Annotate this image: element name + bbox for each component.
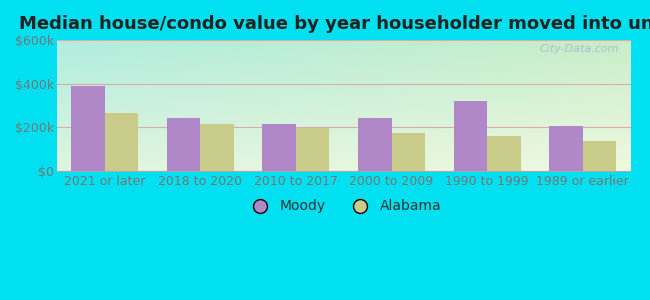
Bar xyxy=(454,101,487,171)
Bar xyxy=(549,126,583,171)
Bar xyxy=(105,113,138,171)
Title: Median house/condo value by year householder moved into unit: Median house/condo value by year househo… xyxy=(19,15,650,33)
Bar xyxy=(263,124,296,171)
Bar xyxy=(167,118,200,171)
Text: City-Data.com: City-Data.com xyxy=(540,44,619,54)
Bar xyxy=(487,136,521,171)
Bar xyxy=(583,142,616,171)
Bar xyxy=(296,128,330,171)
Bar xyxy=(200,124,234,171)
Bar xyxy=(358,118,391,171)
Bar xyxy=(72,86,105,171)
Bar xyxy=(391,133,425,171)
Legend: Moody, Alabama: Moody, Alabama xyxy=(240,194,447,219)
